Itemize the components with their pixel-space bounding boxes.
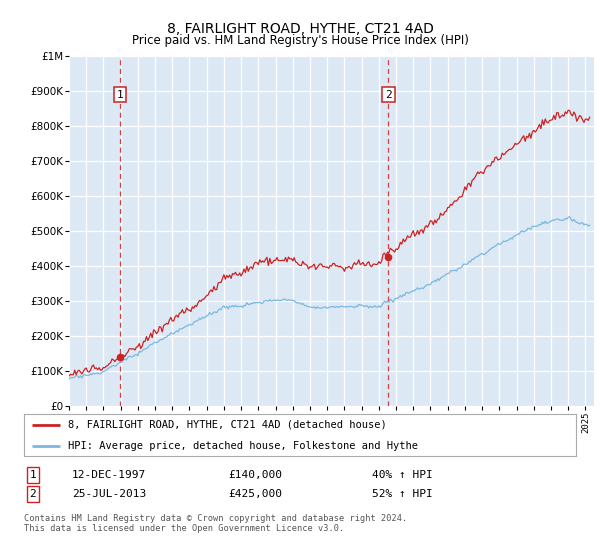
Text: 25-JUL-2013: 25-JUL-2013 [72, 489, 146, 499]
Text: 40% ↑ HPI: 40% ↑ HPI [372, 470, 433, 480]
Text: 2: 2 [385, 90, 392, 100]
Text: £425,000: £425,000 [228, 489, 282, 499]
Text: 1: 1 [116, 90, 123, 100]
Text: 8, FAIRLIGHT ROAD, HYTHE, CT21 4AD (detached house): 8, FAIRLIGHT ROAD, HYTHE, CT21 4AD (deta… [68, 420, 387, 430]
Text: HPI: Average price, detached house, Folkestone and Hythe: HPI: Average price, detached house, Folk… [68, 441, 418, 451]
Text: Price paid vs. HM Land Registry's House Price Index (HPI): Price paid vs. HM Land Registry's House … [131, 34, 469, 46]
Text: Contains HM Land Registry data © Crown copyright and database right 2024.
This d: Contains HM Land Registry data © Crown c… [24, 514, 407, 534]
Text: 2: 2 [29, 489, 37, 499]
Text: £140,000: £140,000 [228, 470, 282, 480]
Text: 8, FAIRLIGHT ROAD, HYTHE, CT21 4AD: 8, FAIRLIGHT ROAD, HYTHE, CT21 4AD [167, 22, 433, 36]
Text: 52% ↑ HPI: 52% ↑ HPI [372, 489, 433, 499]
Text: 12-DEC-1997: 12-DEC-1997 [72, 470, 146, 480]
Text: 1: 1 [29, 470, 37, 480]
